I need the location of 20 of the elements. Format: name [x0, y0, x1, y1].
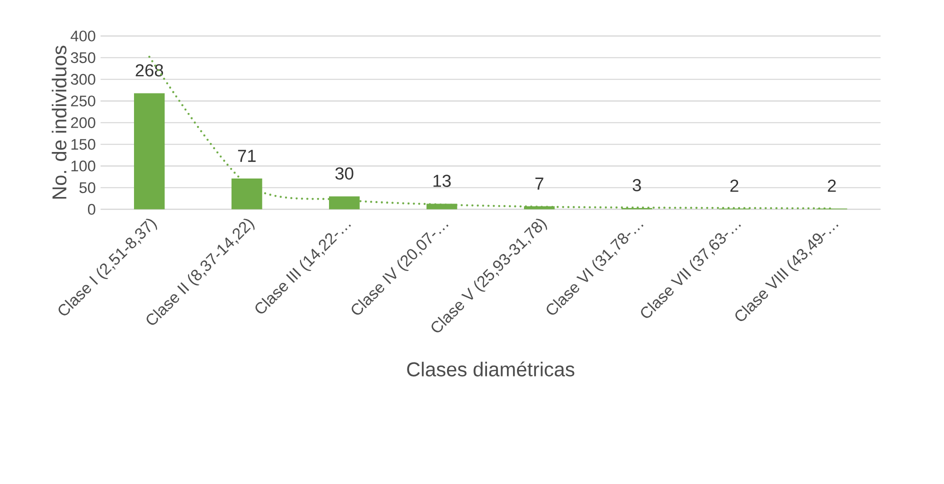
data-label: 268	[136, 64, 164, 76]
y-tick-label: 400	[70, 30, 96, 42]
y-tick-label: 300	[70, 74, 96, 85]
data-label: 3	[632, 179, 641, 192]
y-tick-label: 150	[71, 138, 96, 150]
data-label: 7	[535, 178, 544, 190]
data-label: 71	[238, 150, 256, 162]
bar	[134, 93, 165, 210]
y-tick-label: 0	[88, 204, 96, 215]
y-tick-label: 200	[71, 117, 96, 128]
y-tick-label: 100	[71, 160, 96, 172]
data-label: 2	[730, 180, 738, 192]
y-tick-label: 50	[79, 182, 96, 194]
y-tick-label: 350	[70, 52, 96, 64]
x-axis-title: Clases diamétricas	[407, 362, 574, 376]
data-label: 13	[434, 174, 451, 187]
data-label: 2	[828, 180, 836, 192]
data-label: 30	[335, 167, 354, 180]
y-tick-label: 250	[71, 96, 96, 106]
y-axis-title: No. de individuos	[52, 46, 66, 199]
